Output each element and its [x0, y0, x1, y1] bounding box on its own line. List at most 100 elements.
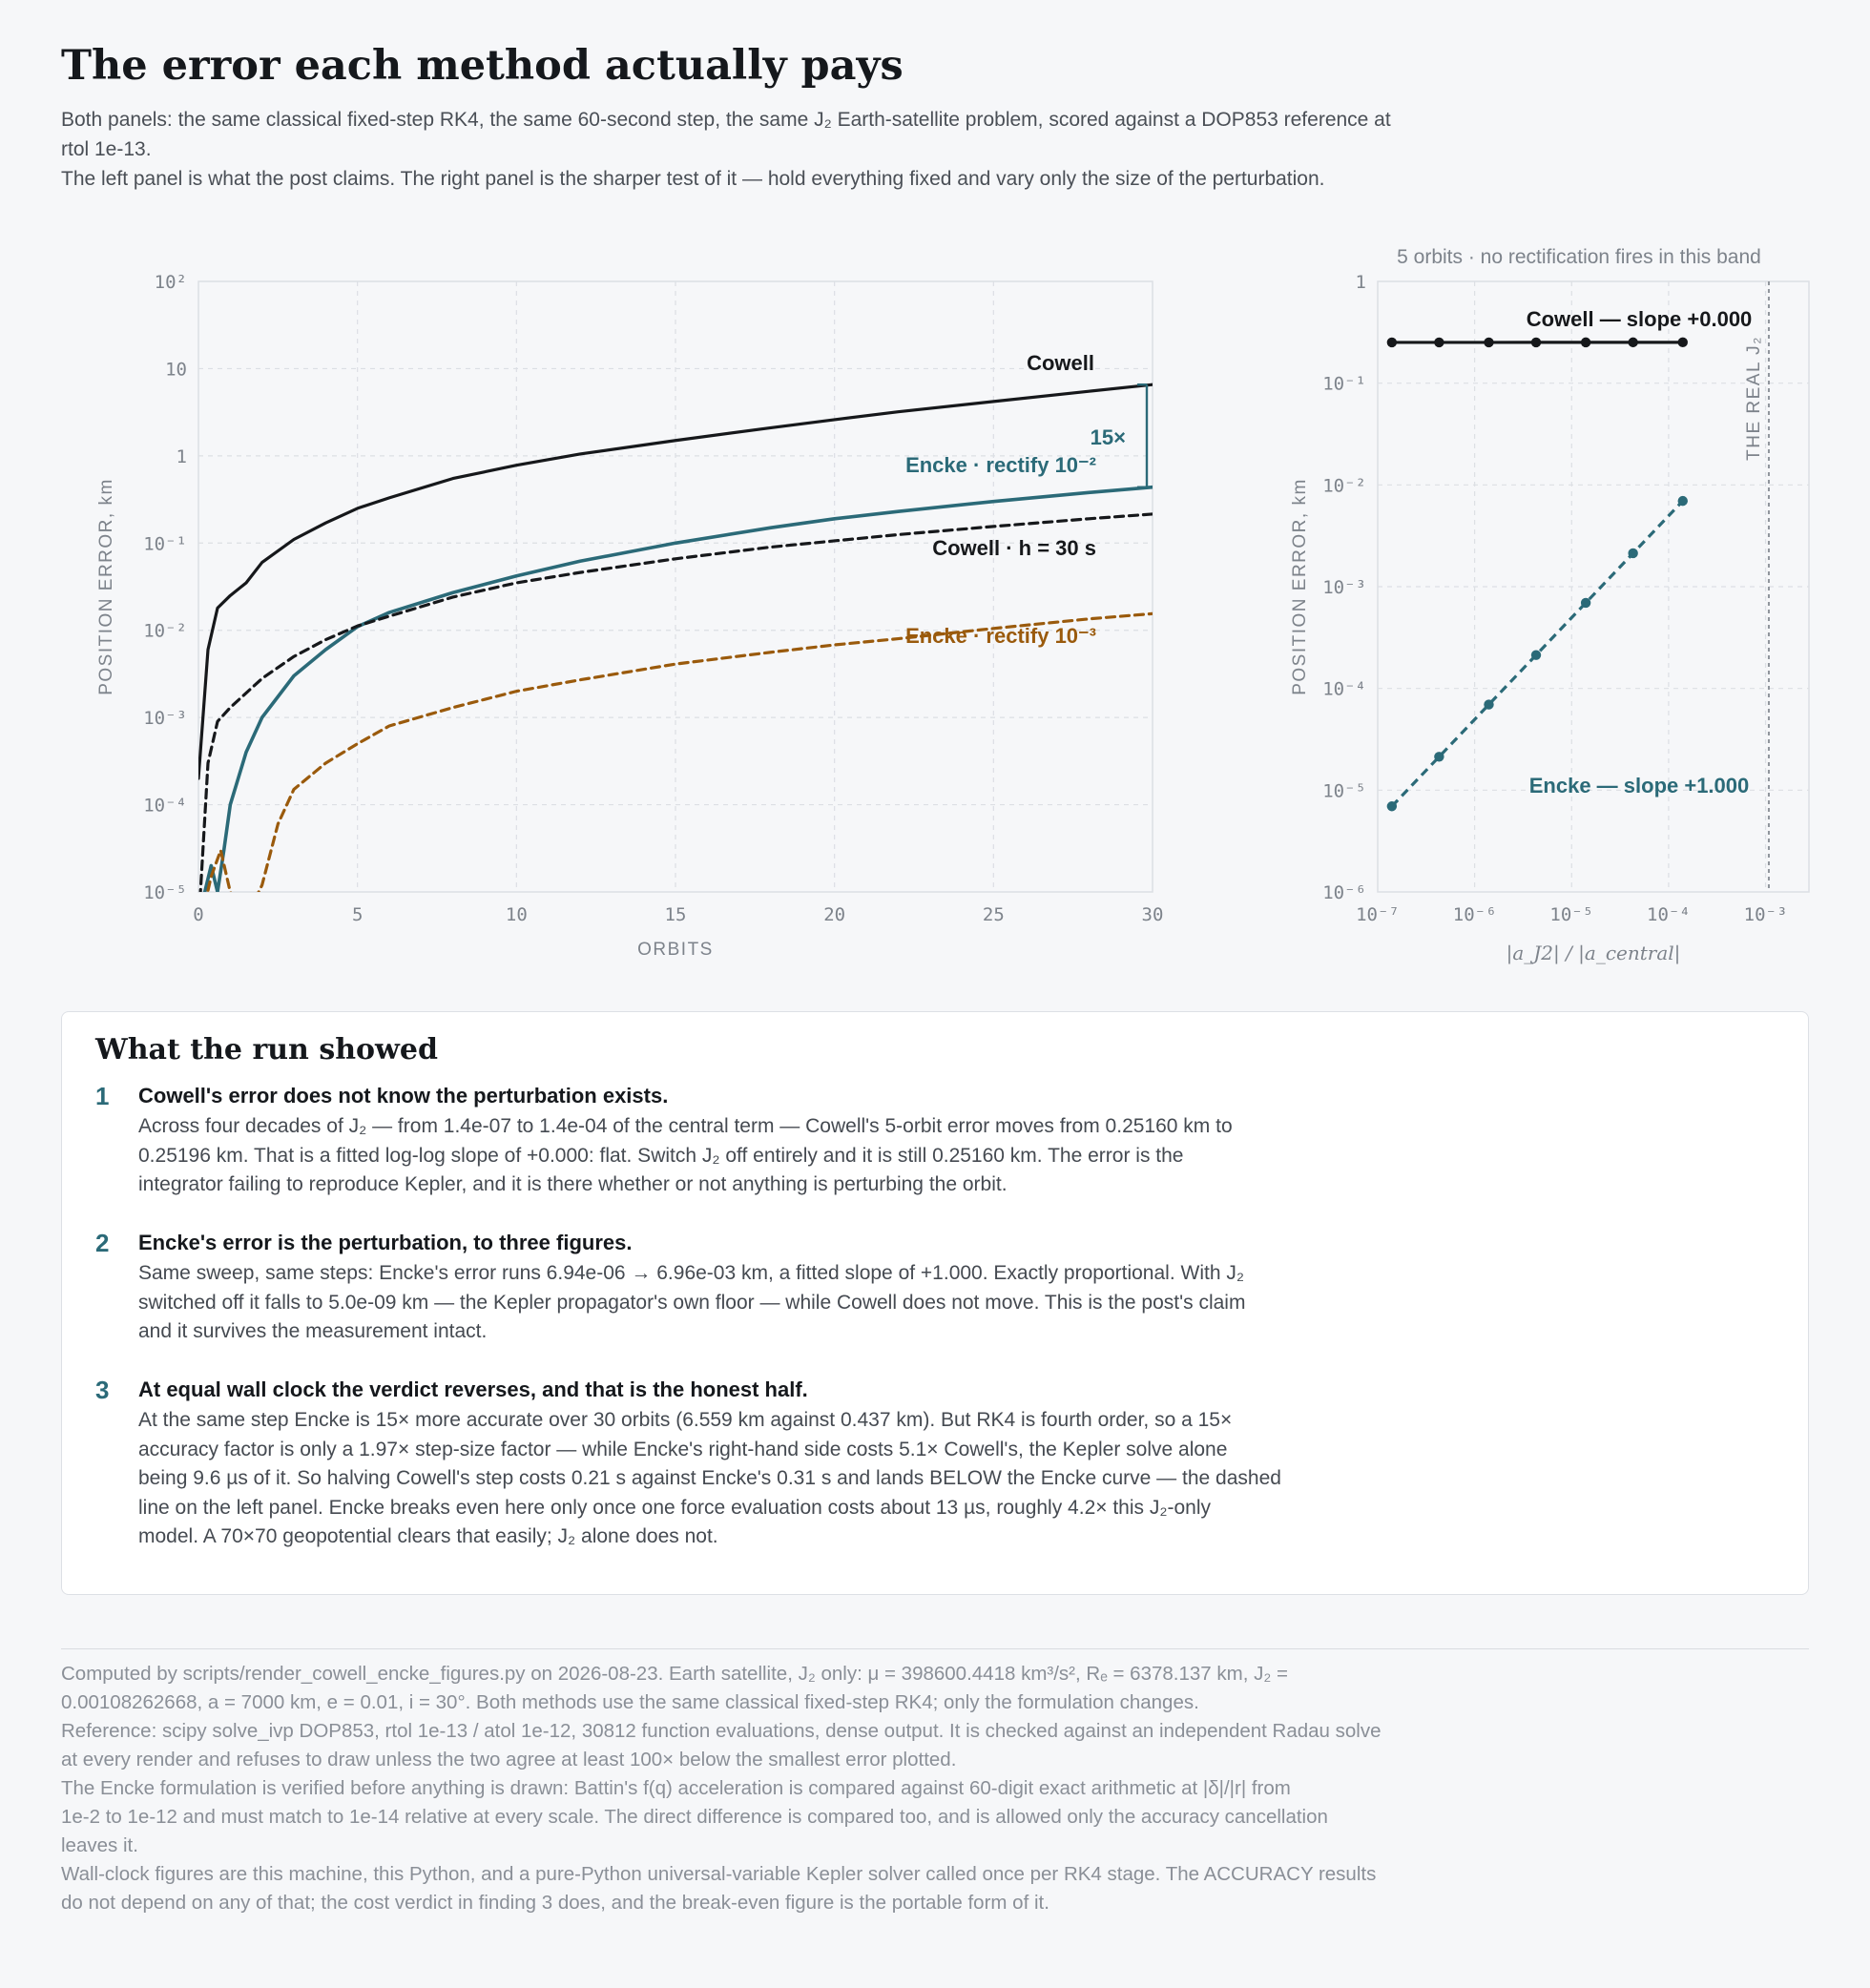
panel-caption: 5 orbits · no rectification fires in thi…	[1397, 246, 1761, 268]
cowell-sweep-point	[1434, 337, 1444, 348]
x-tick-label: 10⁻⁷	[1356, 904, 1400, 925]
encke-sweep-point	[1677, 495, 1688, 507]
x-tick-label: 10⁻⁵	[1549, 904, 1593, 925]
finding-line: model. A 70×70 geopotential clears that …	[138, 1525, 718, 1547]
cowell-sweep-point	[1484, 337, 1494, 348]
footer-line: do not depend on any of that; the cost v…	[61, 1892, 1049, 1914]
x-axis-label: ORBITS	[637, 940, 714, 960]
y-tick-label: 10⁻²	[143, 621, 187, 642]
subtitle-line: The left panel is what the post claims. …	[61, 168, 1325, 190]
finding-number: 2	[95, 1229, 110, 1257]
cowell-sweep-point	[1677, 337, 1688, 348]
findings-card: What the run showed 1 Cowell's error doe…	[61, 1011, 1809, 1595]
x-tick-label: 5	[352, 904, 363, 925]
x-tick-label: 20	[823, 904, 845, 925]
cowell-sweep-point	[1530, 337, 1542, 348]
finding-line: Same sweep, same steps: Encke's error ru…	[138, 1262, 1244, 1284]
cowell-sweep-point	[1386, 337, 1398, 348]
real-j2-label: THE REAL J₂	[1744, 336, 1764, 461]
footer-line: Computed by scripts/render_cowell_encke_…	[61, 1663, 1288, 1685]
finding-title: Cowell's error does not know the perturb…	[138, 1084, 669, 1108]
right-chart: 10⁻⁷ 10⁻⁶ 10⁻⁵ 10⁻⁴ 10⁻³10⁻⁶10⁻⁵10⁻⁴10⁻³10⁻²…	[1290, 246, 1810, 965]
encke-sweep-point	[1580, 597, 1591, 609]
cowell-h30-series-line	[198, 512, 1153, 892]
cowell-sweep-point	[1580, 337, 1591, 348]
series-group	[198, 383, 1153, 892]
cowell-series-line	[198, 383, 1153, 780]
left-chart: 0 5 10 15 20 25 30 10⁻⁵ 10⁻⁴ 10⁻³ 10⁻² 10⁻¹ 1 10 10² OR…	[96, 272, 1164, 960]
footer-line: 0.00108262668, a = 7000 km, e = 0.01, i …	[61, 1691, 1199, 1713]
cowell-sweep-point	[1628, 337, 1638, 348]
finding-number: 3	[95, 1376, 110, 1404]
encke-sweep-point	[1386, 801, 1398, 812]
x-tick-label: 30	[1142, 904, 1164, 925]
footer-divider	[61, 1648, 1809, 1649]
footer-line: 1e-2 to 1e-12 and must match to 1e-14 re…	[61, 1806, 1328, 1828]
page-subtitle: Both panels: the same classical fixed-st…	[61, 105, 1549, 194]
finding-title: Encke's error is the perturbation, to th…	[138, 1231, 633, 1254]
y-tick-label: 10⁻⁶	[1322, 882, 1366, 903]
encke-sweep-point	[1484, 699, 1494, 710]
cowell-h30-label: Cowell · h = 30 s	[932, 536, 1096, 560]
footer-line: Reference: scipy solve_ivp DOP853, rtol …	[61, 1720, 1382, 1742]
y-tick-label: 10⁻²	[1322, 475, 1366, 496]
finding-body: Across four decades of J₂ — from 1.4e-07…	[138, 1112, 1474, 1200]
encke-sweep-label: Encke — slope +1.000	[1529, 774, 1750, 797]
x-tick-label: 10⁻⁴	[1647, 904, 1691, 925]
cowell-sweep-label: Cowell — slope +0.000	[1527, 307, 1753, 331]
y-tick-label: 10⁻⁵	[1322, 780, 1366, 801]
x-tick-label: 10⁻⁶	[1453, 904, 1497, 925]
y-axis-label: POSITION ERROR, km	[96, 478, 116, 695]
finding-line: switched off it falls to 5.0e-09 km — th…	[138, 1291, 1246, 1314]
footer-line: The Encke formulation is verified before…	[61, 1777, 1291, 1799]
x-axis-label: |a_J2| / |a_central|	[1506, 942, 1681, 965]
x-tick-label: 10	[506, 904, 528, 925]
x-tick-label: 25	[983, 904, 1005, 925]
y-tick-label: 10⁻⁴	[143, 796, 187, 817]
encke-rectify-3-label: Encke · rectify 10⁻³	[905, 624, 1096, 648]
y-tick-label: 10⁻¹	[1322, 374, 1366, 395]
finding-line: At the same step Encke is 15× more accur…	[138, 1409, 1233, 1431]
y-tick-label: 10⁻¹	[143, 533, 187, 554]
encke-rectify-3-series-line	[205, 611, 1153, 892]
y-tick-label: 10⁻³	[1322, 577, 1366, 598]
x-tick-label: 15	[665, 904, 687, 925]
encke-sweep-point	[1434, 752, 1444, 762]
finding-line: Across four decades of J₂ — from 1.4e-07…	[138, 1115, 1233, 1137]
finding-line: 0.25196 km. That is a fitted log-log slo…	[138, 1144, 1184, 1167]
ratio-annotation: 15×	[1091, 425, 1126, 449]
x-tick-label: 0	[193, 904, 203, 925]
finding-line: being 9.6 µs of it. So halving Cowell's …	[138, 1467, 1281, 1489]
encke-rectify-2-series-line	[202, 485, 1153, 892]
subtitle-line: rtol 1e-13.	[61, 138, 152, 160]
y-tick-label: 10⁻⁴	[1322, 679, 1366, 700]
finding-line: integrator failing to reproduce Kepler, …	[138, 1173, 1008, 1195]
y-tick-label: 1	[177, 446, 187, 467]
findings-heading: What the run showed	[95, 1033, 438, 1066]
finding-line: line on the left panel. Encke breaks eve…	[138, 1496, 1212, 1519]
y-tick-label: 1	[1356, 272, 1366, 293]
finding-number: 1	[95, 1082, 110, 1110]
footer-notes: Computed by scripts/render_cowell_encke_…	[61, 1660, 1549, 1917]
y-tick-label: 10²	[155, 272, 187, 293]
footer-line: Wall-clock figures are this machine, thi…	[61, 1863, 1377, 1885]
encke-sweep-point	[1530, 650, 1542, 660]
y-tick-label: 10⁻³	[143, 708, 187, 729]
footer-line: leaves it.	[61, 1834, 138, 1856]
cowell-label: Cowell	[1027, 351, 1094, 375]
page-title: The error each method actually pays	[61, 42, 904, 90]
y-tick-label: 10⁻⁵	[143, 882, 187, 903]
y-axis-label: POSITION ERROR, km	[1290, 478, 1310, 695]
encke-rectify-2-label: Encke · rectify 10⁻²	[905, 453, 1096, 477]
finding-line: and it survives the measurement intact.	[138, 1320, 488, 1342]
footer-line: at every render and refuses to draw unle…	[61, 1749, 957, 1771]
y-tick-label: 10	[165, 359, 187, 380]
finding-body: At the same step Encke is 15× more accur…	[138, 1406, 1474, 1552]
x-tick-label: 10⁻³	[1744, 904, 1788, 925]
finding-body: Same sweep, same steps: Encke's error ru…	[138, 1259, 1474, 1347]
encke-sweep-point	[1628, 548, 1638, 559]
finding-title: At equal wall clock the verdict reverses…	[138, 1377, 808, 1401]
finding-line: accuracy factor is only a 1.97× step-siz…	[138, 1438, 1228, 1460]
subtitle-line: Both panels: the same classical fixed-st…	[61, 109, 1391, 131]
